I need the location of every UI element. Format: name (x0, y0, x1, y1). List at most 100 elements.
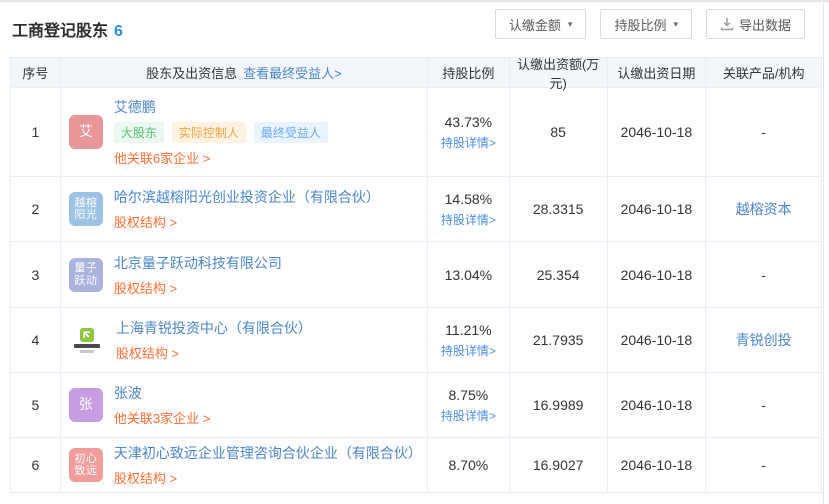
export-data-label: 导出数据 (738, 17, 791, 33)
header-index: 序号 (11, 58, 61, 87)
row-index: 1 (11, 88, 61, 176)
table-row: 5 张 张波 他关联3家企业 > 8.75% 持股详情> 16.9989 204… (11, 373, 821, 438)
table-row: 4 上海青锐投资中心（有限合伙） 股权结构 > (11, 308, 821, 373)
download-icon (720, 18, 734, 31)
sort-by-ratio-label: 持股比例 (614, 17, 667, 33)
related-cell: - (761, 397, 766, 413)
major-shareholder-badge: 大股东 (113, 122, 164, 143)
holding-detail-link[interactable]: 持股详情> (440, 135, 496, 150)
equity-structure-link[interactable]: 股权结构 > (113, 280, 178, 296)
related-cell: 青锐创投 (706, 308, 821, 372)
avatar-initial: 越榕 (74, 196, 98, 209)
equity-structure-link[interactable]: 股权结构 > (113, 471, 178, 486)
row-index: 6 (11, 438, 61, 492)
panel-right-edge (823, 2, 824, 504)
related-product-link[interactable]: 青锐创投 (735, 332, 792, 348)
amount-cell: 85 (510, 88, 608, 176)
header-ratio: 持股比例 (428, 58, 510, 87)
related-cell: - (761, 124, 766, 140)
holding-detail-link[interactable]: 持股详情> (440, 408, 496, 423)
shareholder-cell: 张 张波 他关联3家企业 > (61, 373, 428, 437)
holding-detail-link[interactable]: 持股详情> (440, 212, 496, 227)
caret-down-icon: ▾ (567, 18, 573, 29)
row-index: 3 (11, 242, 61, 307)
date-cell: 2046-10-18 (608, 438, 707, 492)
amount-cell: 28.3315 (510, 177, 608, 241)
caret-down-icon: ▾ (673, 18, 678, 29)
actual-controller-badge: 实际控制人 (171, 122, 246, 143)
date-cell: 2046-10-18 (608, 88, 707, 176)
avatar-initial: 艾 (78, 123, 93, 140)
avatar-initial: 初心 (74, 452, 98, 465)
date-cell: 2046-10-18 (608, 177, 707, 241)
shareholder-avatar: 初心 致远 (68, 448, 103, 482)
avatar-initial: 阳光 (74, 209, 98, 221)
shareholder-name-link[interactable]: 张波 (113, 385, 142, 401)
sort-by-ratio-button[interactable]: 持股比例 ▾ (600, 9, 692, 39)
ratio-cell: 8.75% 持股详情> (428, 373, 510, 437)
related-cell: - (761, 266, 766, 283)
table-header-row: 序号 股东及出资信息 查看最终受益人> 持股比例 认缴出资额(万元) 认缴出资日… (11, 57, 821, 91)
table-row: 1 艾 艾德鹏 大股东 实际控制人 最终受益人 他关联6家企业 > (11, 88, 821, 177)
view-beneficiary-link[interactable]: 查看最终受益人> (243, 66, 342, 81)
avatar-initial: 张 (78, 396, 93, 413)
amount-cell: 25.354 (510, 242, 608, 307)
logo-text-line (79, 349, 94, 353)
logo-arrow-icon (79, 327, 94, 342)
ratio-value: 14.58% (444, 190, 493, 207)
avatar-initial: 量子 (74, 262, 98, 275)
ratio-value: 8.70% (448, 457, 489, 473)
row-index: 2 (11, 177, 61, 241)
header-shareholder: 股东及出资信息 查看最终受益人> (61, 58, 428, 87)
amount-cell: 16.9989 (510, 373, 608, 437)
table-row: 2 越榕 阳光 哈尔滨越榕阳光创业投资企业（有限合伙） 股权结构 > 14.58… (11, 177, 821, 242)
ratio-cell: 8.70% (428, 438, 510, 492)
shareholders-table: 序号 股东及出资信息 查看最终受益人> 持股比例 认缴出资额(万元) 认缴出资日… (10, 57, 822, 493)
header-amount: 认缴出资额(万元) (510, 57, 608, 91)
shareholder-name-link[interactable]: 天津初心致远企业管理咨询合伙企业（有限合伙） (113, 445, 422, 461)
related-companies-link[interactable]: 他关联6家企业 > (113, 151, 211, 166)
shareholder-cell: 越榕 阳光 哈尔滨越榕阳光创业投资企业（有限合伙） 股权结构 > (61, 177, 428, 241)
page-title: 工商登记股东 6 (12, 17, 123, 41)
shareholder-name-link[interactable]: 上海青锐投资中心（有限合伙） (115, 320, 312, 336)
ratio-cell: 43.73% 持股详情> (428, 88, 510, 176)
table-row: 6 初心 致远 天津初心致远企业管理咨询合伙企业（有限合伙） 股权结构 > 8.… (11, 438, 821, 493)
date-cell: 2046-10-18 (608, 308, 707, 372)
equity-structure-link[interactable]: 股权结构 > (115, 346, 180, 361)
avatar-initial: 跃动 (74, 274, 98, 287)
related-product-link[interactable]: 越榕资本 (735, 201, 792, 217)
shareholder-avatar: 张 (68, 388, 103, 422)
shareholder-avatar: 越榕 阳光 (68, 192, 103, 226)
shareholder-name-link[interactable]: 北京量子跃动科技有限公司 (113, 254, 282, 271)
row-index: 5 (11, 373, 61, 437)
equity-structure-link[interactable]: 股权结构 > (113, 215, 178, 230)
avatar-initial: 致远 (74, 465, 98, 477)
shareholder-cell: 艾 艾德鹏 大股东 实际控制人 最终受益人 他关联6家企业 > (61, 88, 428, 176)
logo-text-line (73, 343, 100, 348)
row-index: 4 (11, 308, 61, 372)
ratio-cell: 14.58% 持股详情> (428, 177, 510, 241)
export-data-button[interactable]: 导出数据 (705, 9, 805, 39)
date-cell: 2046-10-18 (608, 373, 707, 437)
ultimate-beneficiary-badge: 最终受益人 (253, 122, 328, 143)
table-row: 3 量子 跃动 北京量子跃动科技有限公司 股权结构 > 13.04% 25.35… (11, 242, 821, 308)
tag-row: 大股东 实际控制人 最终受益人 (113, 122, 328, 143)
shareholder-count: 6 (114, 23, 123, 40)
amount-cell: 16.9027 (510, 438, 608, 492)
holding-detail-link[interactable]: 持股详情> (440, 343, 496, 358)
shareholder-name-link[interactable]: 哈尔滨越榕阳光创业投资企业（有限合伙） (113, 189, 380, 205)
header-shareholder-label: 股东及出资信息 (146, 66, 238, 81)
shareholder-avatar: 量子 跃动 (68, 257, 103, 292)
shareholder-cell: 量子 跃动 北京量子跃动科技有限公司 股权结构 > (61, 242, 428, 307)
ratio-cell: 11.21% 持股详情> (428, 308, 510, 372)
shareholder-name-link[interactable]: 艾德鹏 (113, 99, 156, 115)
sort-by-amount-label: 认缴金额 (508, 17, 561, 33)
ratio-value: 43.73% (444, 113, 493, 130)
qingrui-logo (69, 327, 105, 353)
related-companies-link[interactable]: 他关联3家企业 > (113, 411, 211, 426)
ratio-value: 11.21% (445, 321, 492, 338)
date-cell: 2046-10-18 (608, 242, 707, 307)
sort-by-amount-button[interactable]: 认缴金额 ▾ (494, 9, 587, 39)
ratio-cell: 13.04% (428, 242, 510, 307)
